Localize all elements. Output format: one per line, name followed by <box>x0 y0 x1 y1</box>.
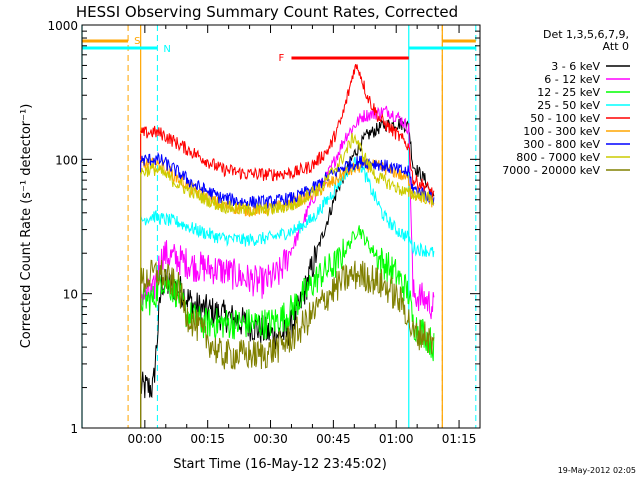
legend-label: 12 - 25 keV <box>537 86 600 99</box>
y-tick-label: 10 <box>63 288 78 302</box>
series-line <box>140 259 435 370</box>
night-label: N <box>163 44 170 55</box>
legend-label: 300 - 800 keV <box>523 138 600 151</box>
y-tick-label: 1 <box>70 422 78 436</box>
flare-label: F <box>278 53 284 64</box>
y-tick-label: 100 <box>55 153 78 167</box>
plot-frame <box>81 24 481 429</box>
x-tick-label: 01:00 <box>379 432 414 446</box>
chart-title: HESSI Observing Summary Count Rates, Cor… <box>76 3 458 21</box>
x-tick-label: 01:15 <box>442 432 477 446</box>
x-tick-label: 00:15 <box>190 432 225 446</box>
legend-header: Att 0 <box>603 40 629 53</box>
series-line <box>140 151 435 209</box>
series-line <box>140 156 435 258</box>
x-tick-label: 00:30 <box>253 432 288 446</box>
legend-label: 6 - 12 keV <box>544 73 600 86</box>
x-axis-label: Start Time (16-May-12 23:45:02) <box>173 457 387 472</box>
x-tick-label: 00:00 <box>128 432 163 446</box>
y-axis-label: Corrected Count Rate (s⁻¹ detector⁻¹) <box>19 104 34 349</box>
series-lines <box>140 64 435 428</box>
legend-label: 100 - 300 keV <box>523 125 600 138</box>
saa-label: S <box>134 36 140 47</box>
legend-header: Det 1,3,5,6,7,9, <box>543 28 629 41</box>
series-line <box>140 132 435 217</box>
timestamp: 19-May-2012 02:05 <box>558 466 636 475</box>
y-tick-label: 1000 <box>47 19 78 33</box>
axes: 00:00 00:15 00:30 00:45 01:00 01:15 1 10 100 1000 <box>47 19 480 446</box>
legend-label: 3 - 6 keV <box>551 60 600 73</box>
legend-label: 7000 - 20000 keV <box>502 164 600 177</box>
series-line <box>140 225 435 362</box>
x-tick-label: 00:45 <box>316 432 351 446</box>
legend-label: 800 - 7000 keV <box>516 151 600 164</box>
legend-label: 25 - 50 keV <box>537 99 600 112</box>
series-line <box>140 64 435 198</box>
series-line <box>140 105 435 320</box>
legend-label: 50 - 100 keV <box>530 112 600 125</box>
